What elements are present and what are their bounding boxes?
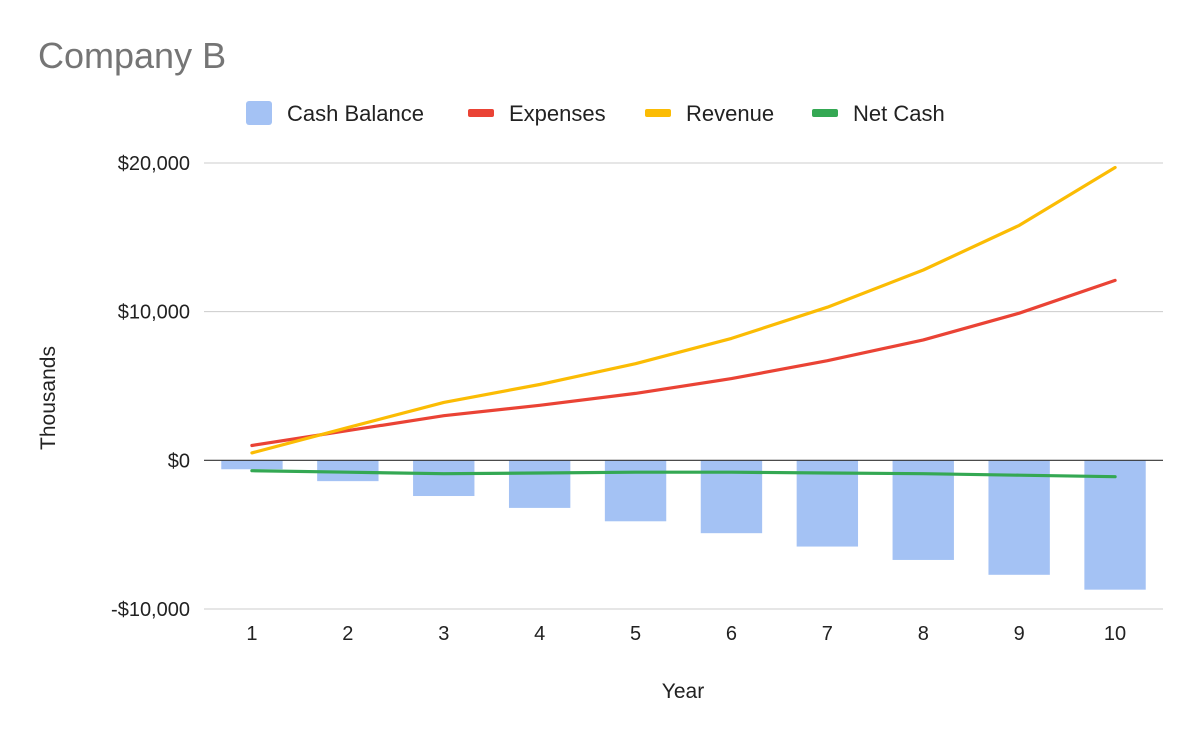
legend-label: Cash Balance xyxy=(287,101,424,126)
gridlines xyxy=(204,162,1163,610)
y-tick-label: -$10,000 xyxy=(111,599,190,621)
legend-swatch xyxy=(645,109,671,117)
x-tick-label: 2 xyxy=(342,623,353,645)
chart-title: Company B xyxy=(38,35,226,76)
x-tick-label: 3 xyxy=(438,623,449,645)
x-tick-label: 9 xyxy=(1014,623,1025,645)
x-tick-label: 1 xyxy=(246,623,257,645)
legend-label: Net Cash xyxy=(853,101,945,126)
legend-swatch xyxy=(246,101,272,125)
line-expenses xyxy=(250,278,1117,448)
x-axis-ticks: 1 2 3 4 5 6 7 8 9 10 xyxy=(246,623,1126,645)
bar-cash-balance xyxy=(413,460,475,497)
bar-cash-balance xyxy=(604,460,667,522)
x-tick-label: 4 xyxy=(534,623,545,645)
bar-cash-balance xyxy=(892,460,954,560)
y-tick-label: $20,000 xyxy=(118,153,190,175)
legend-label: Revenue xyxy=(686,101,774,126)
x-tick-label: 7 xyxy=(822,623,833,645)
x-tick-label: 5 xyxy=(630,623,641,645)
line-net-cash xyxy=(250,469,1117,479)
y-axis-ticks: -$10,000 $0 $10,000 $20,000 xyxy=(111,153,190,621)
legend-swatch xyxy=(812,109,838,117)
x-tick-label: 10 xyxy=(1104,623,1126,645)
x-tick-label: 8 xyxy=(918,623,929,645)
legend-label: Expenses xyxy=(509,101,606,126)
legend-swatch xyxy=(468,109,494,117)
line-revenue xyxy=(250,165,1117,455)
bar-cash-balance xyxy=(988,460,1050,575)
y-tick-label: $10,000 xyxy=(118,302,190,324)
bar-cash-balance xyxy=(508,460,571,508)
bar-cash-balance xyxy=(1084,460,1146,590)
y-tick-label: $0 xyxy=(168,450,190,472)
x-tick-label: 6 xyxy=(726,623,737,645)
bars xyxy=(221,460,1146,590)
bar-cash-balance xyxy=(221,460,283,470)
series-lines xyxy=(250,165,1117,479)
x-axis-title: Year xyxy=(662,680,704,703)
y-axis-title: Thousands xyxy=(37,346,60,450)
legend: Cash Balance Expenses Revenue Net Cash xyxy=(246,101,945,126)
